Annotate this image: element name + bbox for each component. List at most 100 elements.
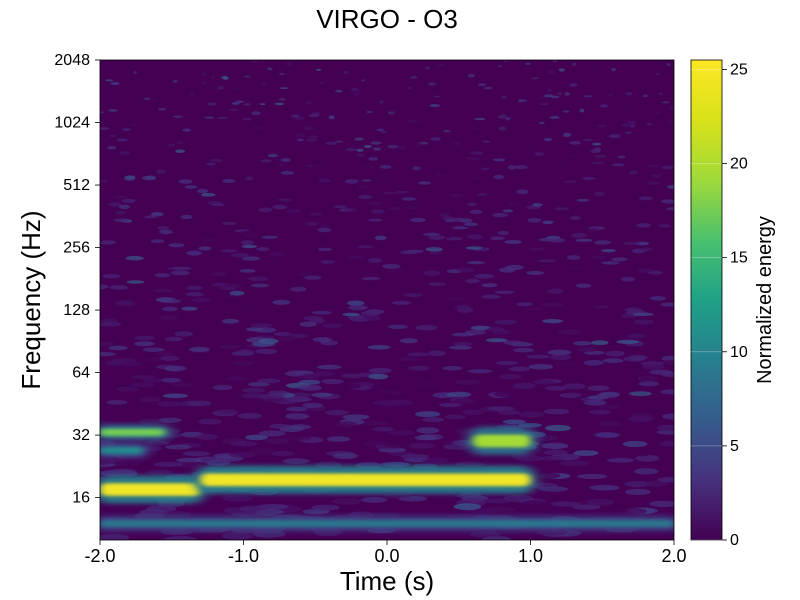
noise-blob <box>217 116 229 120</box>
noise-blob <box>446 391 472 398</box>
noise-blob <box>550 501 581 507</box>
noise-blob <box>394 190 409 194</box>
noise-blob <box>558 329 581 335</box>
noise-blob <box>224 283 243 288</box>
noise-blob <box>666 207 674 211</box>
noise-blob <box>567 492 598 500</box>
noise-blob <box>252 125 264 130</box>
noise-blob <box>524 62 532 65</box>
noise-blob <box>299 321 317 327</box>
noise-blob <box>406 443 436 449</box>
noise-blob <box>216 408 240 415</box>
noise-blob <box>142 347 165 353</box>
noise-blob <box>126 280 145 284</box>
colorbar-tick-label: 25 <box>730 61 748 78</box>
noise-blob <box>531 77 539 80</box>
noise-blob <box>547 349 572 356</box>
energy-feature <box>194 465 537 494</box>
y-tick-label: 512 <box>63 177 90 194</box>
noise-blob <box>625 92 633 96</box>
noise-blob <box>355 89 362 92</box>
noise-blob <box>627 120 638 124</box>
noise-blob <box>595 509 626 516</box>
noise-blob <box>423 270 441 276</box>
noise-blob <box>433 95 441 98</box>
noise-blob <box>527 217 542 223</box>
noise-blob <box>157 226 169 230</box>
noise-blob <box>100 111 104 114</box>
noise-blob <box>452 226 468 230</box>
noise-blob <box>100 318 118 323</box>
noise-blob <box>360 310 381 316</box>
noise-blob <box>250 283 270 288</box>
noise-blob <box>601 249 616 253</box>
noise-blob <box>620 276 635 282</box>
noise-blob <box>272 204 288 210</box>
noise-blob <box>232 88 241 91</box>
noise-blob <box>482 498 513 504</box>
colorbar-gradient <box>690 59 723 541</box>
noise-blob <box>554 207 570 211</box>
noise-blob <box>118 204 131 209</box>
noise-blob <box>134 335 156 341</box>
noise-blob <box>503 60 507 63</box>
x-axis-label: Time (s) <box>340 566 434 596</box>
noise-blob <box>564 92 570 96</box>
noise-blob <box>428 350 447 357</box>
noise-blob <box>115 138 128 142</box>
noise-blob <box>290 286 307 292</box>
noise-blob <box>494 290 515 295</box>
noise-blob <box>657 476 674 483</box>
noise-blob <box>316 68 322 71</box>
noise-blob <box>108 109 118 112</box>
noise-blob <box>639 247 653 252</box>
x-tick-label: 1.0 <box>518 546 543 566</box>
noise-blob <box>401 143 409 147</box>
noise-blob <box>141 176 157 181</box>
noise-blob <box>539 238 552 242</box>
noise-blob <box>262 82 267 85</box>
noise-blob <box>352 146 362 150</box>
noise-blob <box>388 324 408 329</box>
noise-blob <box>429 104 440 108</box>
noise-blob <box>354 137 364 141</box>
noise-blob <box>366 136 376 140</box>
noise-blob <box>467 508 497 515</box>
noise-blob <box>515 123 523 127</box>
noise-blob <box>510 453 537 460</box>
noise-blob <box>286 406 308 412</box>
noise-blob <box>184 185 198 189</box>
noise-blob <box>498 409 520 416</box>
noise-blob <box>163 536 198 540</box>
noise-blob <box>623 356 646 362</box>
noise-blob <box>408 365 430 371</box>
noise-blob <box>341 373 363 379</box>
noise-blob <box>492 212 509 218</box>
noise-blob <box>280 171 295 175</box>
noise-blob <box>539 103 550 106</box>
noise-blob <box>422 232 440 237</box>
noise-blob <box>490 236 505 241</box>
noise-blob <box>381 461 410 467</box>
noise-blob <box>542 319 564 324</box>
noise-blob <box>576 283 592 288</box>
noise-blob <box>503 64 508 66</box>
noise-blob <box>482 140 491 143</box>
noise-blob <box>576 198 590 202</box>
noise-blob <box>221 318 240 324</box>
noise-blob <box>382 263 401 269</box>
noise-blob <box>305 101 313 104</box>
noise-blob <box>231 360 255 366</box>
noise-blob <box>453 503 482 511</box>
noise-blob <box>644 480 670 487</box>
noise-blob <box>215 88 220 92</box>
noise-blob <box>285 62 293 66</box>
noise-blob <box>391 300 412 305</box>
noise-blob <box>563 110 570 113</box>
noise-blob <box>545 385 567 391</box>
noise-blob <box>556 92 563 96</box>
noise-blob <box>230 252 249 258</box>
y-tick-label: 2048 <box>54 52 90 69</box>
noise-blob <box>407 87 412 90</box>
noise-blob <box>560 79 564 82</box>
